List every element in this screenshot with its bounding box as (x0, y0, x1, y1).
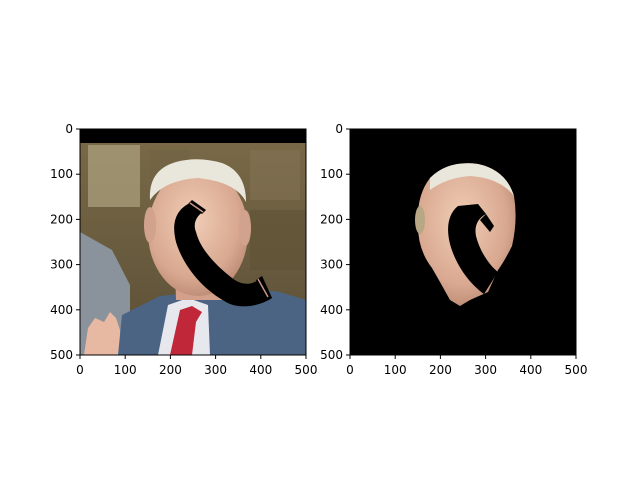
right-y-tick-label: 300 (320, 258, 343, 272)
left-y-tick-label: 500 (50, 348, 73, 362)
right-x-tick-label: 0 (346, 363, 354, 377)
left-subplot: 0 100 200 300 400 500 0 100 200 300 400 500 (50, 122, 317, 377)
right-y-tick-label: 400 (320, 303, 343, 317)
right-image (350, 129, 576, 355)
left-x-tick-label: 0 (76, 363, 84, 377)
right-x-tick-label: 500 (565, 363, 588, 377)
right-x-tick-label: 200 (429, 363, 452, 377)
left-image (80, 129, 306, 355)
right-x-tick-label: 400 (519, 363, 542, 377)
left-y-tick-label: 0 (65, 122, 73, 136)
left-axes-frame (79, 128, 307, 356)
left-y-ticks: 0 100 200 300 400 500 (50, 122, 80, 362)
left-x-tick-label: 500 (295, 363, 318, 377)
left-y-tick-label: 400 (50, 303, 73, 317)
left-x-ticks: 0 100 200 300 400 500 (76, 355, 317, 377)
left-y-tick-label: 200 (50, 212, 73, 226)
left-x-tick-label: 400 (249, 363, 272, 377)
left-x-tick-label: 300 (204, 363, 227, 377)
right-y-tick-label: 200 (320, 212, 343, 226)
right-y-ticks: 0 100 200 300 400 500 (320, 122, 350, 362)
right-y-tick-label: 100 (320, 167, 343, 181)
left-x-tick-label: 100 (114, 363, 137, 377)
right-subplot: 0 100 200 300 400 500 0 100 200 300 400 500 (320, 122, 587, 377)
right-y-tick-label: 500 (320, 348, 343, 362)
left-y-tick-label: 100 (50, 167, 73, 181)
right-y-tick-label: 0 (335, 122, 343, 136)
left-x-tick-label: 200 (159, 363, 182, 377)
right-x-ticks: 0 100 200 300 400 500 (346, 355, 587, 377)
right-x-tick-label: 300 (474, 363, 497, 377)
right-axes-frame (349, 128, 577, 356)
left-y-tick-label: 300 (50, 258, 73, 272)
right-x-tick-label: 100 (384, 363, 407, 377)
